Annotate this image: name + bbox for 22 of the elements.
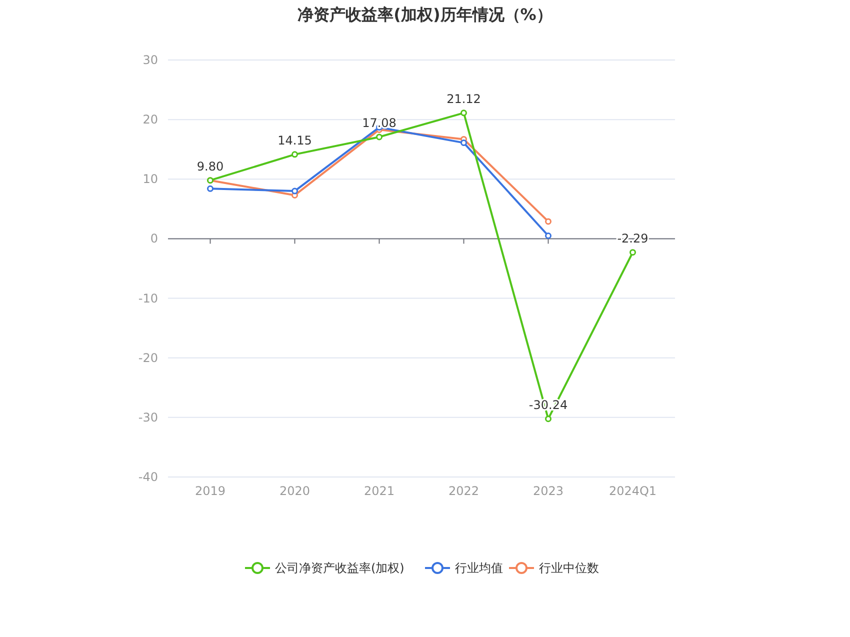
y-tick-label: -40 [138, 470, 158, 484]
legend-label: 公司净资产收益率(加权) [275, 561, 404, 575]
x-tick-label: 2023 [532, 484, 564, 498]
legend-label: 行业中位数 [539, 561, 599, 575]
data-label: 17.08 [362, 116, 396, 130]
x-tick-label: 2022 [448, 484, 480, 498]
y-tick-label: -10 [138, 291, 158, 306]
y-tick-label: -30 [138, 410, 158, 424]
y-tick-label: 10 [142, 172, 158, 186]
data-label: 9.80 [196, 159, 224, 174]
x-tick-label: 2024Q1 [608, 484, 657, 498]
y-tick-label: -20 [138, 350, 158, 365]
y-tick-label: 0 [150, 232, 158, 246]
data-label: 14.15 [278, 133, 312, 148]
y-tick-label: 20 [142, 112, 158, 127]
data-label: 21.12 [446, 92, 481, 106]
y-tick-label: 30 [142, 53, 158, 67]
x-tick-label: 2019 [194, 484, 226, 498]
chart-title: 净资产收益率(加权)历年情况（%） [298, 5, 552, 24]
x-tick-label: 2020 [279, 484, 310, 498]
x-tick-label: 2021 [364, 484, 395, 498]
legend-label: 行业均值 [455, 561, 503, 575]
